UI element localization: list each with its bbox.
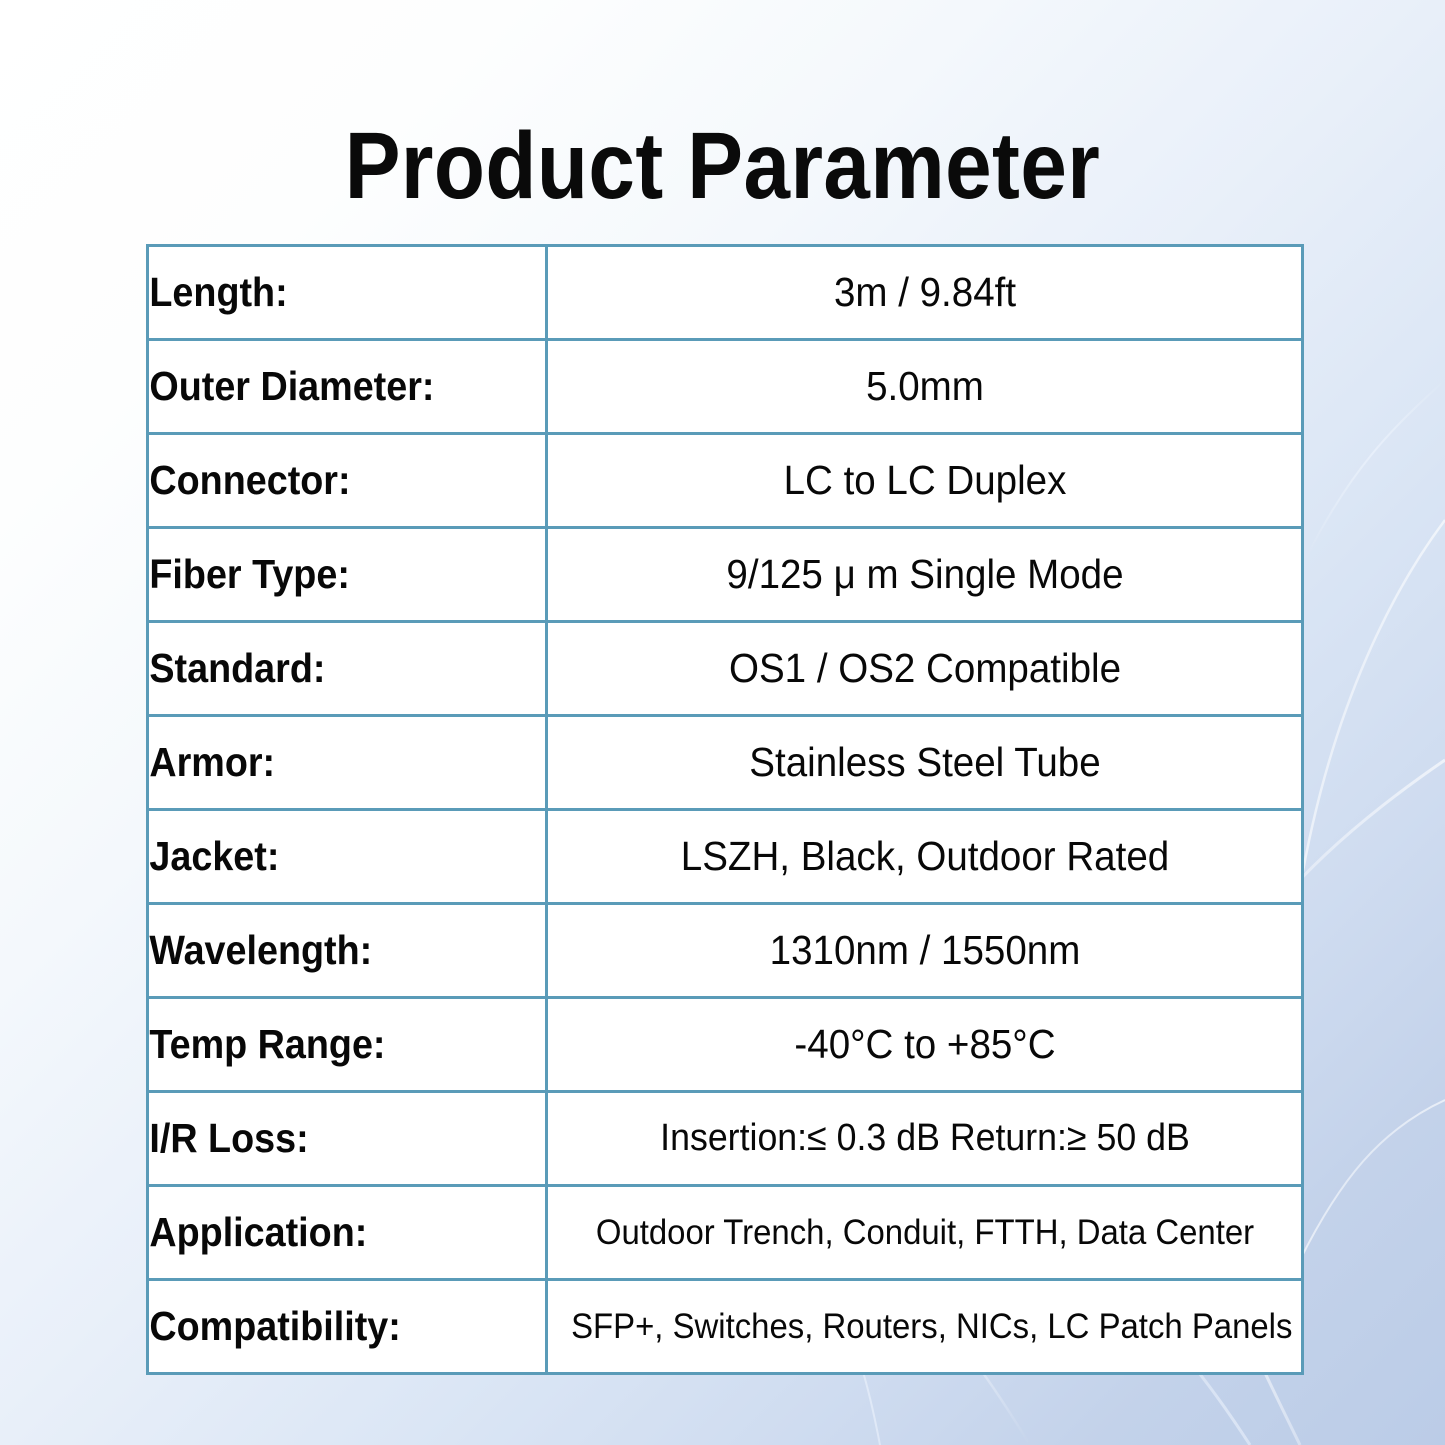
row-value-outer-diameter: 5.0mm — [567, 338, 1282, 435]
row-value-ir-loss: Insertion:≤ 0.3 dB Return:≥ 50 dB — [567, 1090, 1282, 1187]
row-value-armor: Stainless Steel Tube — [567, 714, 1282, 811]
table-row: Fiber Type: 9/125 μ m Single Mode — [146, 526, 1303, 623]
table-row: Jacket: LSZH, Black, Outdoor Rated — [146, 808, 1303, 905]
table-row: I/R Loss: Insertion:≤ 0.3 dB Return:≥ 50… — [146, 1090, 1303, 1187]
table-row: Standard: OS1 / OS2 Compatible — [146, 620, 1303, 717]
table-row: Application: Outdoor Trench, Conduit, FT… — [146, 1184, 1303, 1281]
row-label-jacket: Jacket: — [146, 808, 516, 905]
row-label-compatibility: Compatibility: — [146, 1278, 516, 1375]
row-label-standard: Standard: — [146, 620, 516, 717]
page-title: Product Parameter — [344, 112, 1101, 219]
row-label-fiber-type: Fiber Type: — [146, 526, 516, 623]
table-row: Connector: LC to LC Duplex — [146, 432, 1303, 529]
row-label-temp-range: Temp Range: — [146, 996, 516, 1093]
row-value-wavelength: 1310nm / 1550nm — [567, 902, 1282, 999]
row-value-length: 3m / 9.84ft — [567, 244, 1282, 341]
row-label-application: Application: — [146, 1184, 516, 1281]
row-value-application: Outdoor Trench, Conduit, FTTH, Data Cent… — [567, 1184, 1282, 1281]
row-label-wavelength: Wavelength: — [146, 902, 516, 999]
table-row: Armor: Stainless Steel Tube — [146, 714, 1303, 811]
row-value-compatibility: SFP+, Switches, Routers, NICs, LC Patch … — [567, 1278, 1292, 1375]
row-value-temp-range: -40°C to +85°C — [567, 996, 1282, 1093]
table-row: Temp Range: -40°C to +85°C — [146, 996, 1303, 1093]
row-label-length: Length: — [146, 244, 516, 341]
row-value-connector: LC to LC Duplex — [567, 432, 1282, 529]
table-row: Wavelength: 1310nm / 1550nm — [146, 902, 1303, 999]
row-label-armor: Armor: — [146, 714, 516, 811]
row-value-jacket: LSZH, Black, Outdoor Rated — [567, 808, 1282, 905]
table-row: Compatibility: SFP+, Switches, Routers, … — [146, 1278, 1303, 1375]
row-label-outer-diameter: Outer Diameter: — [146, 338, 516, 435]
table-row: Outer Diameter: 5.0mm — [146, 338, 1303, 435]
table-row: Length: 3m / 9.84ft — [146, 244, 1303, 341]
product-parameter-table: Length: 3m / 9.84ft Outer Diameter: 5.0m… — [146, 244, 1304, 1375]
row-label-connector: Connector: — [146, 432, 516, 529]
row-label-ir-loss: I/R Loss: — [146, 1090, 516, 1187]
row-value-standard: OS1 / OS2 Compatible — [567, 620, 1282, 717]
row-value-fiber-type: 9/125 μ m Single Mode — [567, 526, 1282, 623]
